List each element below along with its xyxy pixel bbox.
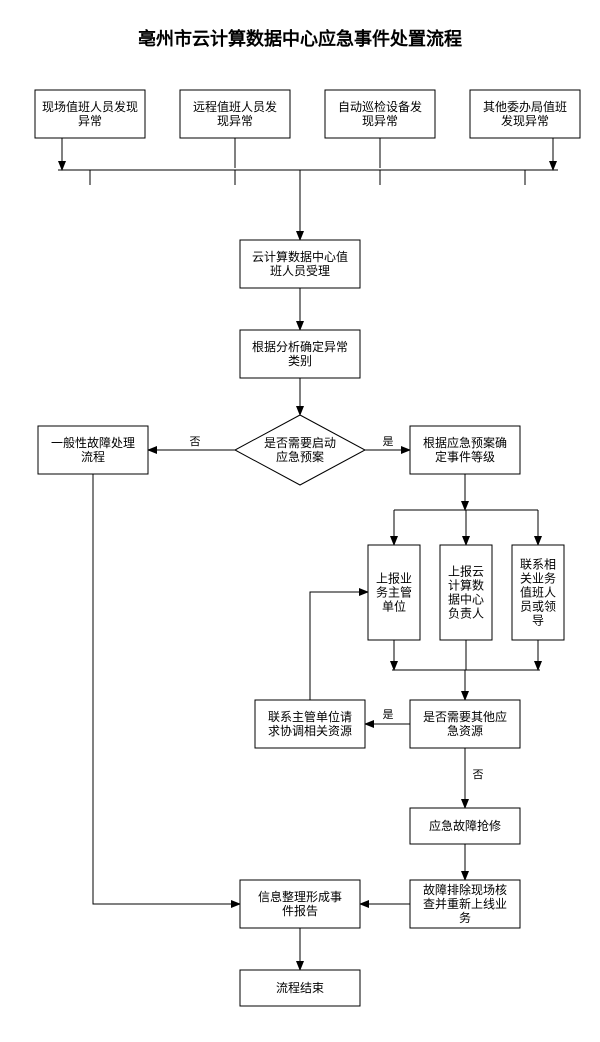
node-text-decide2-1: 急资源 — [447, 723, 483, 738]
edge-e_contact_report1 — [310, 592, 368, 700]
node-text-src1-0: 现场值班人员发现 — [42, 99, 138, 114]
node-text-report3-1: 关业务 — [520, 571, 556, 586]
node-text-src3-1: 现异常 — [362, 114, 398, 128]
node-text-contact-0: 联系主管单位请 — [268, 709, 352, 724]
node-repair: 应急故障抢修 — [410, 808, 520, 844]
node-text-contact-1: 求协调相关资源 — [268, 723, 352, 738]
node-text-recover-2: 务 — [459, 910, 471, 925]
node-text-report2-2: 据中心 — [448, 592, 484, 607]
node-report: 信息整理形成事件报告 — [240, 880, 360, 928]
flowchart-canvas: 亳州市云计算数据中心应急事件处置流程否是是否现场值班人员发现异常远程值班人员发现… — [0, 0, 600, 1042]
node-text-src4-1: 发现异常 — [501, 113, 549, 128]
node-text-src2-1: 现异常 — [217, 114, 253, 128]
node-accept: 云计算数据中心值班人员受理 — [240, 240, 360, 288]
node-text-report3-0: 联系相 — [520, 558, 556, 572]
node-text-src4-0: 其他委办局值班 — [483, 99, 567, 114]
edge-label-e_decide1_yes: 是 — [383, 435, 394, 448]
node-text-end-0: 流程结束 — [276, 980, 324, 995]
node-text-level-0: 根据应急预案确 — [423, 435, 507, 450]
node-text-decide2-0: 是否需要其他应 — [423, 709, 507, 724]
node-decide2: 是否需要其他应急资源 — [410, 700, 520, 748]
node-decide1: 是否需要启动应急预案 — [235, 415, 365, 485]
node-text-report2-1: 计算数 — [448, 578, 484, 593]
edge-label-e_decide1_no: 否 — [190, 436, 201, 448]
edge-label-e_decide2_yes: 是 — [383, 708, 394, 721]
nodes-group: 现场值班人员发现异常远程值班人员发现异常自动巡检设备发现异常其他委办局值班发现异… — [35, 90, 580, 1006]
node-level: 根据应急预案确定事件等级 — [410, 426, 520, 474]
node-text-report-1: 件报告 — [282, 903, 318, 918]
node-analyze: 根据分析确定异常类别 — [240, 330, 360, 378]
node-src4: 其他委办局值班发现异常 — [470, 90, 580, 138]
node-text-accept-0: 云计算数据中心值 — [252, 249, 348, 264]
node-text-analyze-0: 根据分析确定异常 — [252, 339, 348, 354]
node-text-accept-1: 班人员受理 — [270, 264, 330, 278]
node-report2: 上报云计算数据中心负责人 — [440, 545, 492, 640]
node-src3: 自动巡检设备发现异常 — [325, 90, 435, 138]
node-text-report2-0: 上报云 — [448, 564, 484, 579]
node-general: 一般性故障处理流程 — [38, 426, 148, 474]
node-contact: 联系主管单位请求协调相关资源 — [255, 700, 365, 748]
node-text-report1-0: 上报业 — [376, 571, 412, 586]
node-text-repair-0: 应急故障抢修 — [429, 818, 501, 833]
node-text-general-0: 一般性故障处理 — [51, 435, 135, 450]
node-text-report1-2: 单位 — [382, 599, 406, 614]
node-text-report3-2: 值班人 — [520, 585, 556, 600]
node-text-src2-0: 远程值班人员发 — [193, 99, 277, 114]
diagram-title: 亳州市云计算数据中心应急事件处置流程 — [138, 28, 462, 49]
node-src2: 远程值班人员发现异常 — [180, 90, 290, 138]
node-text-report1-1: 务主管 — [376, 585, 412, 600]
node-text-report3-4: 导 — [532, 614, 544, 628]
node-report1: 上报业务主管单位 — [368, 545, 420, 640]
node-text-analyze-1: 类别 — [288, 354, 312, 368]
node-recover: 故障排除现场核查并重新上线业务 — [410, 880, 520, 928]
node-text-report2-3: 负责人 — [448, 607, 484, 621]
node-src1: 现场值班人员发现异常 — [35, 90, 145, 138]
node-text-report3-3: 员或领 — [520, 600, 556, 614]
edge-e_general_report — [93, 474, 240, 904]
node-text-src3-0: 自动巡检设备发 — [338, 99, 422, 114]
node-text-recover-1: 查并重新上线业 — [423, 896, 507, 911]
node-text-level-1: 定事件等级 — [435, 449, 495, 464]
node-text-general-1: 流程 — [81, 449, 105, 464]
node-text-recover-0: 故障排除现场核 — [423, 882, 507, 897]
node-text-decide1-0: 是否需要启动 — [264, 436, 336, 450]
edge-label-e_decide2_no: 否 — [473, 769, 484, 781]
node-end: 流程结束 — [240, 970, 360, 1006]
node-text-report-0: 信息整理形成事 — [258, 889, 342, 904]
node-report3: 联系相关业务值班人员或领导 — [512, 545, 564, 640]
node-text-src1-1: 异常 — [78, 114, 102, 128]
node-text-decide1-1: 应急预案 — [276, 449, 324, 464]
